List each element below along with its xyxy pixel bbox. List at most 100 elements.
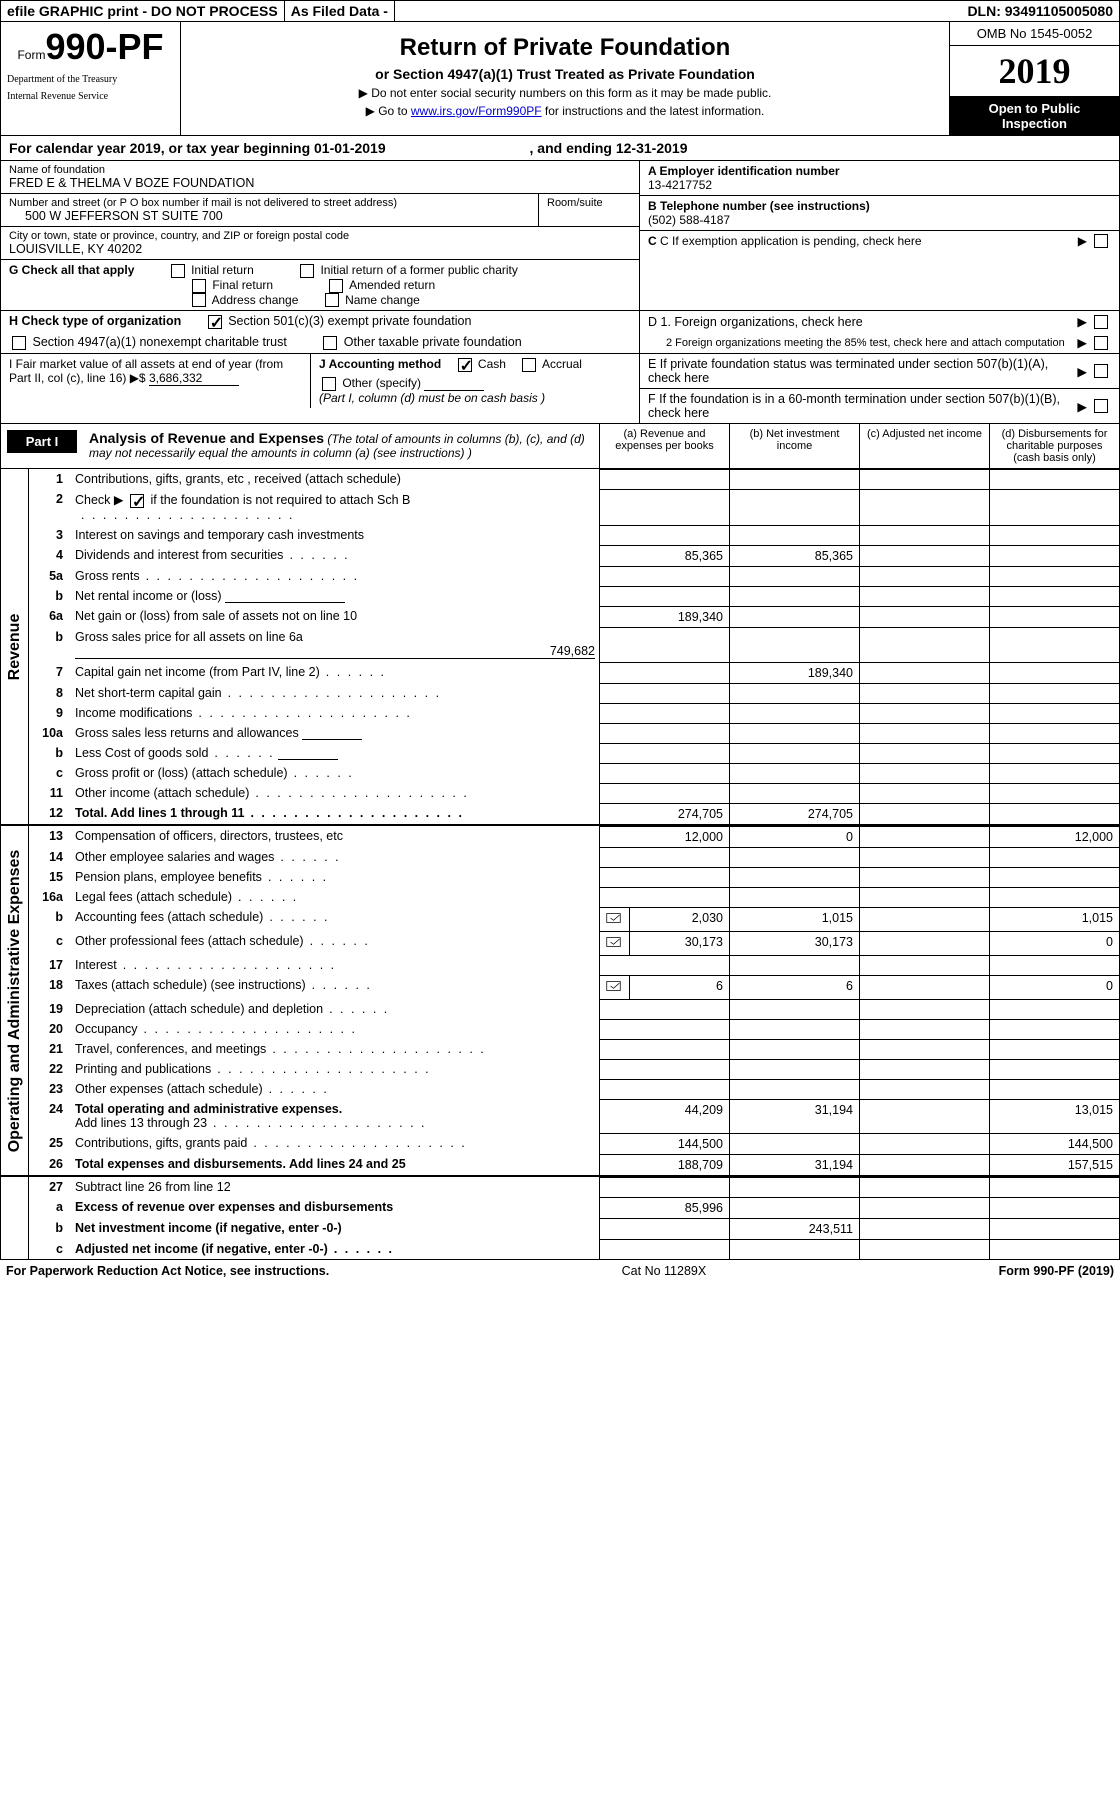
initial-return-checkbox[interactable] [171, 264, 185, 278]
header-right: OMB No 1545-0052 2019 Open to Public Ins… [949, 22, 1119, 135]
hijf-block: H Check type of organization Section 501… [0, 311, 1120, 424]
form-number: 990-PF [45, 26, 163, 67]
h-4947-checkbox[interactable] [12, 336, 26, 350]
l6b-value: 749,682 [75, 644, 595, 659]
c-exemption-checkbox[interactable] [1094, 234, 1108, 248]
l18-a: 6 [629, 975, 729, 999]
attachment-icon[interactable] [599, 975, 629, 999]
l18-d: 0 [989, 975, 1119, 999]
revenue-table: Revenue 1Contributions, gifts, grants, e… [0, 469, 1120, 825]
final-return-checkbox[interactable] [192, 279, 206, 293]
part1-desc: Analysis of Revenue and Expenses (The to… [83, 424, 599, 468]
a-ein-label: A Employer identification number [648, 164, 1111, 178]
part1-header: Part I Analysis of Revenue and Expenses … [0, 424, 1120, 469]
l12-b: 274,705 [729, 803, 859, 824]
footer-form: Form 990-PF (2019) [999, 1264, 1114, 1278]
accrual-checkbox[interactable] [522, 358, 536, 372]
form-word: Form [17, 48, 45, 62]
l16b-b: 1,015 [729, 907, 859, 931]
l7-b: 189,340 [729, 662, 859, 683]
j-note: (Part I, column (d) must be on cash basi… [319, 391, 631, 405]
l25-d: 144,500 [989, 1133, 1119, 1154]
l13-b: 0 [729, 826, 859, 847]
l18-b: 6 [729, 975, 859, 999]
part1-tab: Part I [7, 430, 77, 453]
f-label: F If the foundation is in a 60-month ter… [648, 392, 1073, 420]
city-state-zip: LOUISVILLE, KY 40202 [9, 242, 631, 256]
col-b-header: (b) Net investment income [729, 424, 859, 468]
note-link: ▶ Go to www.irs.gov/Form990PF for instru… [187, 104, 943, 118]
footer-left: For Paperwork Reduction Act Notice, see … [6, 1264, 329, 1278]
asfiled-label: As Filed Data - [285, 1, 395, 21]
l13-d: 12,000 [989, 826, 1119, 847]
l25-a: 144,500 [599, 1133, 729, 1154]
e-checkbox[interactable] [1094, 364, 1108, 378]
revenue-side-label: Revenue [1, 469, 29, 824]
efile-notice: efile GRAPHIC print - DO NOT PROCESS [1, 1, 285, 21]
calendar-year-row: For calendar year 2019, or tax year begi… [0, 136, 1120, 161]
attachment-icon[interactable] [599, 931, 629, 955]
b-phone-value: (502) 588-4187 [648, 213, 1111, 227]
omb-number: OMB No 1545-0052 [950, 22, 1119, 46]
tax-year: 2019 [950, 46, 1119, 97]
h-501c3-checkbox[interactable] [208, 315, 222, 329]
info-grid: Name of foundation FRED E & THELMA V BOZ… [0, 161, 1120, 311]
l26-b: 31,194 [729, 1154, 859, 1175]
arrow-icon: ▶ [1078, 234, 1087, 248]
f-checkbox[interactable] [1094, 399, 1108, 413]
col-c-header: (c) Adjusted net income [859, 424, 989, 468]
addr-label: Number and street (or P O box number if … [9, 197, 530, 209]
l4-b: 85,365 [729, 545, 859, 566]
attachment-icon[interactable] [599, 907, 629, 931]
b-phone-label: B Telephone number (see instructions) [648, 199, 1111, 213]
i-fmv-block: I Fair market value of all assets at end… [1, 354, 311, 408]
form-subtitle: or Section 4947(a)(1) Trust Treated as P… [187, 66, 943, 82]
d1-checkbox[interactable] [1094, 315, 1108, 329]
header: Form990-PF Department of the Treasury In… [0, 22, 1120, 136]
col-d-header: (d) Disbursements for charitable purpose… [989, 424, 1119, 468]
sch-b-checkbox[interactable] [130, 494, 144, 508]
l16c-a: 30,173 [629, 931, 729, 955]
h-other-checkbox[interactable] [323, 336, 337, 350]
city-label: City or town, state or province, country… [9, 230, 631, 242]
l6a-a: 189,340 [599, 606, 729, 627]
l4-a: 85,365 [599, 545, 729, 566]
irs-link[interactable]: www.irs.gov/Form990PF [411, 104, 542, 118]
open-to-public: Open to Public Inspection [950, 97, 1119, 135]
initial-former-checkbox[interactable] [300, 264, 314, 278]
foundation-name: FRED E & THELMA V BOZE FOUNDATION [9, 176, 631, 190]
l24-d: 13,015 [989, 1099, 1119, 1133]
name-label: Name of foundation [9, 164, 631, 176]
summary-table: 27Subtract line 26 from line 12 aExcess … [0, 1176, 1120, 1260]
c-exemption-label: C C If exemption application is pending,… [648, 234, 1074, 248]
l27a-a: 85,996 [599, 1197, 729, 1218]
other-method-checkbox[interactable] [322, 377, 336, 391]
amended-return-checkbox[interactable] [329, 279, 343, 293]
g-check-row: G Check all that apply Initial return In… [9, 263, 631, 278]
form-title: Return of Private Foundation [187, 34, 943, 62]
form-id-block: Form990-PF Department of the Treasury In… [1, 22, 181, 135]
dept-1: Department of the Treasury [7, 74, 174, 85]
name-change-checkbox[interactable] [325, 293, 339, 307]
l26-a: 188,709 [599, 1154, 729, 1175]
l16c-d: 0 [989, 931, 1119, 955]
a-ein-value: 13-4217752 [648, 178, 1111, 192]
expenses-table: Operating and Administrative Expenses 13… [0, 825, 1120, 1176]
street-address: 500 W JEFFERSON ST SUITE 700 [9, 209, 530, 223]
l16b-a: 2,030 [629, 907, 729, 931]
note-ssn: ▶ Do not enter social security numbers o… [187, 86, 943, 100]
top-bar: efile GRAPHIC print - DO NOT PROCESS As … [0, 0, 1120, 22]
l16c-b: 30,173 [729, 931, 859, 955]
cash-checkbox[interactable] [458, 358, 472, 372]
l12-a: 274,705 [599, 803, 729, 824]
d2-label: 2 Foreign organizations meeting the 85% … [648, 337, 1073, 349]
header-center: Return of Private Foundation or Section … [181, 22, 949, 135]
dept-2: Internal Revenue Service [7, 91, 174, 102]
d2-checkbox[interactable] [1094, 336, 1108, 350]
l24-a: 44,209 [599, 1099, 729, 1133]
page-footer: For Paperwork Reduction Act Notice, see … [0, 1260, 1120, 1282]
e-label: E If private foundation status was termi… [648, 357, 1073, 385]
l16b-d: 1,015 [989, 907, 1119, 931]
expenses-side-label: Operating and Administrative Expenses [1, 826, 29, 1175]
address-change-checkbox[interactable] [192, 293, 206, 307]
